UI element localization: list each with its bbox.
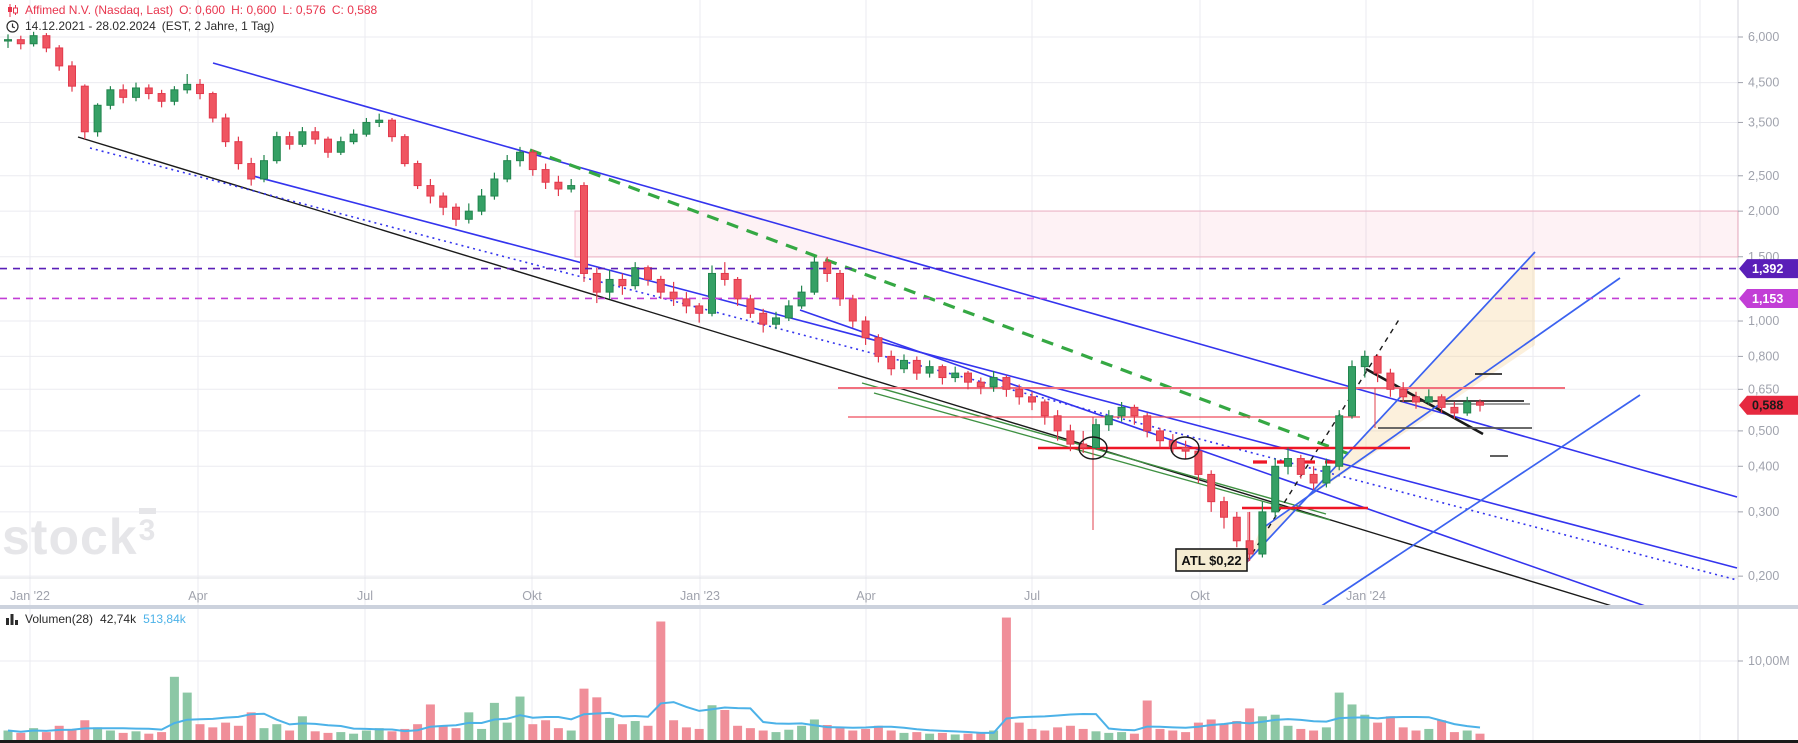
price-axis-label: 0,400 xyxy=(1748,459,1779,473)
resistance-zone xyxy=(574,210,1739,258)
ohlc-close: C: 0,588 xyxy=(331,3,378,17)
time-axis-label: Jan '23 xyxy=(680,589,720,603)
volume-current-value: 42,74k xyxy=(100,612,137,626)
candlestick-icon xyxy=(8,4,18,17)
price-axis-label: 0,800 xyxy=(1748,349,1779,363)
price-badge[interactable] xyxy=(1739,259,1798,279)
price-axis-label: 2,000 xyxy=(1748,204,1779,218)
time-axis-label: Apr xyxy=(188,589,207,603)
atl-label-text: ATL $0,22 xyxy=(1181,553,1241,568)
price-axis-label: 6,000 xyxy=(1748,30,1779,44)
time-axis-label: Jul xyxy=(357,589,373,603)
svg-text:1,392: 1,392 xyxy=(1752,262,1783,276)
price-axis-label: 0,300 xyxy=(1748,505,1779,519)
axes-layer[interactable]: Jan '22 Apr Jul Okt Jan '23 Apr Jul Okt Jan '24 6… xyxy=(0,30,1798,743)
ohlc-low: L: 0,576 xyxy=(282,3,326,17)
price-badge[interactable] xyxy=(1739,288,1798,308)
ohlc-open: O: 0,600 xyxy=(179,3,226,17)
price-badge[interactable] xyxy=(1739,395,1798,415)
drawings-layer[interactable] xyxy=(77,62,1738,608)
volume-axis-label: 10,00M xyxy=(1748,654,1790,668)
date-range[interactable]: 14.12.2021 - 28.02.2024 xyxy=(25,19,156,33)
range-meta: (EST, 2 Jahre, 1 Tag) xyxy=(161,19,275,33)
time-axis-label: Apr xyxy=(856,589,875,603)
double-bottom-ellipse xyxy=(1170,436,1200,460)
time-axis-label: Okt xyxy=(1190,589,1210,603)
price-axis-label: 1,000 xyxy=(1748,314,1779,328)
ohlc-high: H: 0,600 xyxy=(231,3,277,17)
clock-icon xyxy=(6,20,19,33)
svg-text:0,588: 0,588 xyxy=(1752,399,1783,413)
price-axis-label: 0,500 xyxy=(1748,424,1779,438)
symbol-name[interactable]: Affimed N.V. (Nasdaq, Last) xyxy=(25,3,174,17)
volume-ma-value: 513,84k xyxy=(143,612,186,626)
price-axis-label: 0,200 xyxy=(1748,569,1779,583)
price-axis-label: 4,500 xyxy=(1748,76,1779,90)
stock3-watermark: stock3 xyxy=(2,508,157,565)
volume-ma-line xyxy=(7,701,1481,734)
chart-header: Affimed N.V. (Nasdaq, Last) O: 0,600 H: … xyxy=(6,3,377,34)
candles-layer xyxy=(4,31,1484,562)
time-axis-label: Jan '24 xyxy=(1346,589,1386,603)
volume-indicator-label[interactable]: Volumen(28) xyxy=(25,612,94,626)
volume-legend: Volumen(28) 42,74k 513,84k xyxy=(6,612,186,626)
volume-bars-icon xyxy=(6,614,18,625)
price-axis-label: 2,500 xyxy=(1748,169,1779,183)
svg-text:1,153: 1,153 xyxy=(1752,292,1783,306)
atl-label-box xyxy=(1175,548,1248,572)
time-axis-label: Jul xyxy=(1024,589,1040,603)
zones-layer[interactable] xyxy=(574,210,1739,562)
time-axis-label: Okt xyxy=(522,589,542,603)
time-axis-label: Jan '22 xyxy=(10,589,50,603)
price-axis-label: 3,500 xyxy=(1748,115,1779,129)
price-axis-label: 0,650 xyxy=(1748,382,1779,396)
volume-layer[interactable] xyxy=(3,617,1485,740)
annotations-layer[interactable]: ATL $0,22 xyxy=(0,267,1738,572)
double-bottom-ellipse xyxy=(1078,436,1108,460)
